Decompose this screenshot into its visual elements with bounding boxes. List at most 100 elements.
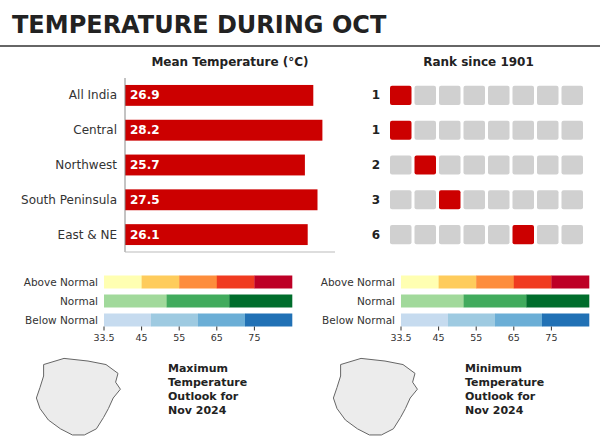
tick-label: 75: [545, 332, 557, 343]
tick: [513, 327, 514, 331]
rank-cell: [562, 155, 584, 174]
rank-cell: [488, 190, 510, 209]
bars: [125, 85, 322, 245]
data-label: 27.5: [130, 193, 160, 207]
legend-swatch: [179, 276, 217, 289]
legend-swatch: [542, 314, 589, 327]
tick-label: Central: [73, 123, 117, 137]
legend-swatch: [217, 276, 255, 289]
rank-cell: [390, 190, 412, 209]
bar: [125, 155, 305, 176]
legend-swatch: [229, 295, 292, 308]
rank-cell: [439, 155, 461, 174]
rank-cell: [415, 86, 437, 105]
legend-swatch: [254, 276, 292, 289]
axis-label: Mean Temperature (°C): [151, 55, 308, 69]
legend-swatch: [514, 276, 552, 289]
tick-label: Northwest: [55, 158, 117, 172]
bar: [125, 85, 313, 106]
data-label: 1: [372, 123, 380, 137]
rank-cell: [513, 86, 535, 105]
rank-cell-highlight: [513, 225, 535, 244]
rank-cell: [488, 155, 510, 174]
legend-swatch: [401, 314, 448, 327]
legend-swatch: [448, 314, 495, 327]
rank-cell: [513, 155, 535, 174]
data-label: 25.7: [130, 158, 160, 172]
rank-cell: [562, 190, 584, 209]
tick: [216, 327, 217, 331]
data-label: 28.2: [130, 123, 160, 137]
legend-swatch: [104, 295, 167, 308]
bar: [125, 189, 318, 210]
rank-cell: [488, 225, 510, 244]
axis-line: [125, 252, 335, 253]
rank-cell: [537, 155, 559, 174]
tick-label: 45: [433, 332, 445, 343]
tick-label: All India: [69, 88, 117, 102]
tick-label: East & NE: [58, 228, 117, 242]
rank-cell: [464, 190, 486, 209]
legend-label: Below Normal: [25, 314, 98, 326]
data-label: 26.1: [130, 228, 160, 242]
map-outline: [36, 358, 120, 435]
rank-cell: [562, 121, 584, 140]
legend-swatch: [464, 295, 527, 308]
rank-cell: [415, 225, 437, 244]
tick: [551, 327, 552, 331]
rank-cell: [415, 121, 437, 140]
tick-label: 65: [508, 332, 520, 343]
bar-labels: All India26.9Central28.2Northwest25.7Sou…: [21, 88, 160, 241]
rank-cell: [562, 86, 584, 105]
rank-cell: [464, 225, 486, 244]
legend-label: Normal: [60, 295, 98, 307]
tick: [254, 327, 255, 331]
rank-cell: [439, 86, 461, 105]
rank-cell: [537, 225, 559, 244]
legend-swatch: [104, 276, 142, 289]
legend-swatch: [104, 314, 151, 327]
axis-line: [125, 78, 126, 252]
axis-label: Rank since 1901: [423, 55, 534, 69]
map-outline: [333, 358, 417, 435]
data-label: 3: [372, 193, 380, 207]
caption-line: Nov 2024: [168, 404, 227, 417]
legend-label: Above Normal: [321, 276, 395, 288]
legend-swatch: [495, 314, 542, 327]
rank-cell: [464, 155, 486, 174]
rank-cell: [513, 121, 535, 140]
legend-swatch: [401, 276, 439, 289]
rank-cell: [488, 121, 510, 140]
caption-line: Temperature: [168, 376, 247, 389]
legend-swatch: [167, 295, 230, 308]
data-label: 26.9: [130, 88, 160, 102]
tick-label: 75: [248, 332, 260, 343]
legend-label: Normal: [357, 295, 395, 307]
tick-label: 55: [173, 332, 185, 343]
caption: MinimumTemperatureOutlook forNov 2024: [465, 362, 544, 417]
rank-cell: [513, 190, 535, 209]
title: TEMPERATURE DURING OCT: [12, 11, 387, 39]
caption: MaximumTemperatureOutlook forNov 2024: [168, 362, 247, 417]
tick-label: 33.5: [93, 332, 114, 343]
legend-swatch: [142, 276, 180, 289]
rank-cell: [390, 155, 412, 174]
outlook-panel: Above NormalNormalBelow Normal33.5455565…: [24, 276, 293, 435]
legend-swatch: [476, 276, 514, 289]
page: {"chart_data": [ {"type": "bar", "orient…: [0, 0, 600, 447]
caption-line: Outlook for: [168, 390, 239, 403]
legend-swatch: [526, 295, 589, 308]
data-label: 1: [372, 88, 380, 102]
tick-label: 55: [470, 332, 482, 343]
rank-cell: [415, 190, 437, 209]
caption-line: Outlook for: [465, 390, 536, 403]
tick: [104, 327, 105, 331]
rank-cell-highlight: [415, 155, 437, 174]
data-label: 6: [372, 228, 380, 242]
chart: TEMPERATURE DURING OCT Mean Temperature (…: [0, 0, 600, 447]
rank-cell: [439, 225, 461, 244]
rank-cell: [464, 86, 486, 105]
caption-line: Nov 2024: [465, 404, 524, 417]
tick-label: 45: [136, 332, 148, 343]
legend-swatch: [401, 295, 464, 308]
